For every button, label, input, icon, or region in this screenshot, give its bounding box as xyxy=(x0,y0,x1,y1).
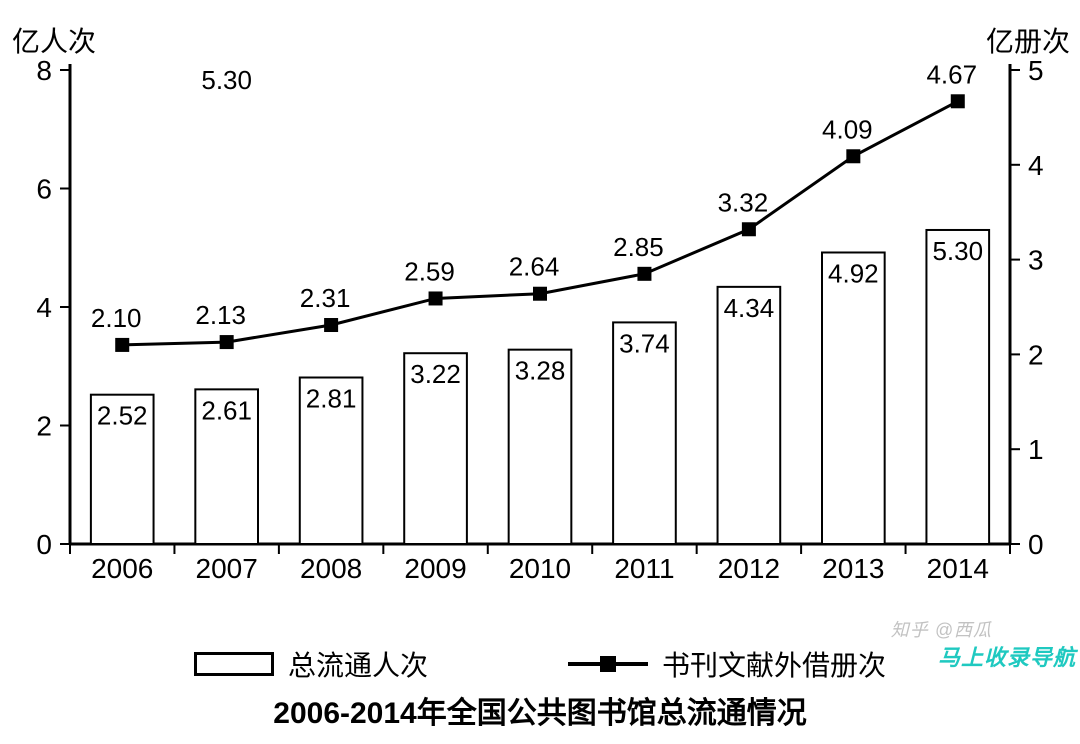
svg-text:2: 2 xyxy=(36,411,52,442)
svg-text:5.30: 5.30 xyxy=(201,65,252,95)
svg-text:4.09: 4.09 xyxy=(822,114,873,144)
svg-text:3: 3 xyxy=(1028,245,1044,276)
left-axis-label: 亿人次 xyxy=(12,20,96,60)
svg-text:6: 6 xyxy=(36,174,52,205)
chart-title: 2006-2014年全国公共图书馆总流通情况 xyxy=(0,688,1080,732)
svg-text:4: 4 xyxy=(1028,150,1044,181)
legend: 总流通人次 书刊文献外借册次 xyxy=(0,644,1080,684)
svg-text:4.34: 4.34 xyxy=(724,293,775,323)
svg-text:2: 2 xyxy=(1028,339,1044,370)
svg-text:3.28: 3.28 xyxy=(515,356,566,386)
svg-text:0: 0 xyxy=(1028,529,1044,560)
svg-text:2.81: 2.81 xyxy=(306,384,357,414)
svg-text:2007: 2007 xyxy=(196,553,258,584)
svg-text:3.22: 3.22 xyxy=(410,359,461,389)
svg-text:2013: 2013 xyxy=(822,553,884,584)
svg-text:2.13: 2.13 xyxy=(195,300,246,330)
svg-text:2.64: 2.64 xyxy=(509,252,560,282)
chart-container: 亿人次 亿册次 02468012345200620072008200920102… xyxy=(0,0,1080,744)
svg-text:5.30: 5.30 xyxy=(932,236,983,266)
svg-text:2.31: 2.31 xyxy=(300,283,351,313)
svg-text:1: 1 xyxy=(1028,434,1044,465)
svg-text:2011: 2011 xyxy=(614,553,674,584)
svg-text:0: 0 xyxy=(36,529,52,560)
svg-text:2.52: 2.52 xyxy=(97,401,148,431)
svg-text:3.32: 3.32 xyxy=(718,187,769,217)
legend-item-bars: 总流通人次 xyxy=(194,644,428,684)
svg-text:2.59: 2.59 xyxy=(404,256,455,286)
watermark-zhihu: 知乎 @西瓜 xyxy=(891,616,992,642)
svg-text:3.74: 3.74 xyxy=(619,328,670,358)
legend-bar-icon xyxy=(194,652,274,676)
legend-item-line: 书刊文献外借册次 xyxy=(568,644,886,684)
svg-text:4.92: 4.92 xyxy=(828,258,879,288)
legend-bar-label: 总流通人次 xyxy=(288,644,428,684)
svg-text:4: 4 xyxy=(36,292,52,323)
svg-text:2006: 2006 xyxy=(91,553,153,584)
legend-line-icon xyxy=(568,662,648,666)
svg-text:2010: 2010 xyxy=(509,553,571,584)
svg-text:2.61: 2.61 xyxy=(201,395,252,425)
svg-text:2009: 2009 xyxy=(404,553,466,584)
svg-text:2014: 2014 xyxy=(927,553,989,584)
watermark-nav: 马上收录导航 xyxy=(938,640,1076,672)
svg-text:2008: 2008 xyxy=(300,553,362,584)
svg-text:2.10: 2.10 xyxy=(91,303,142,333)
right-axis-label: 亿册次 xyxy=(986,20,1070,60)
legend-line-label: 书刊文献外借册次 xyxy=(662,644,886,684)
svg-text:2012: 2012 xyxy=(718,553,780,584)
svg-text:4.67: 4.67 xyxy=(926,59,977,89)
svg-text:2.85: 2.85 xyxy=(613,232,664,262)
